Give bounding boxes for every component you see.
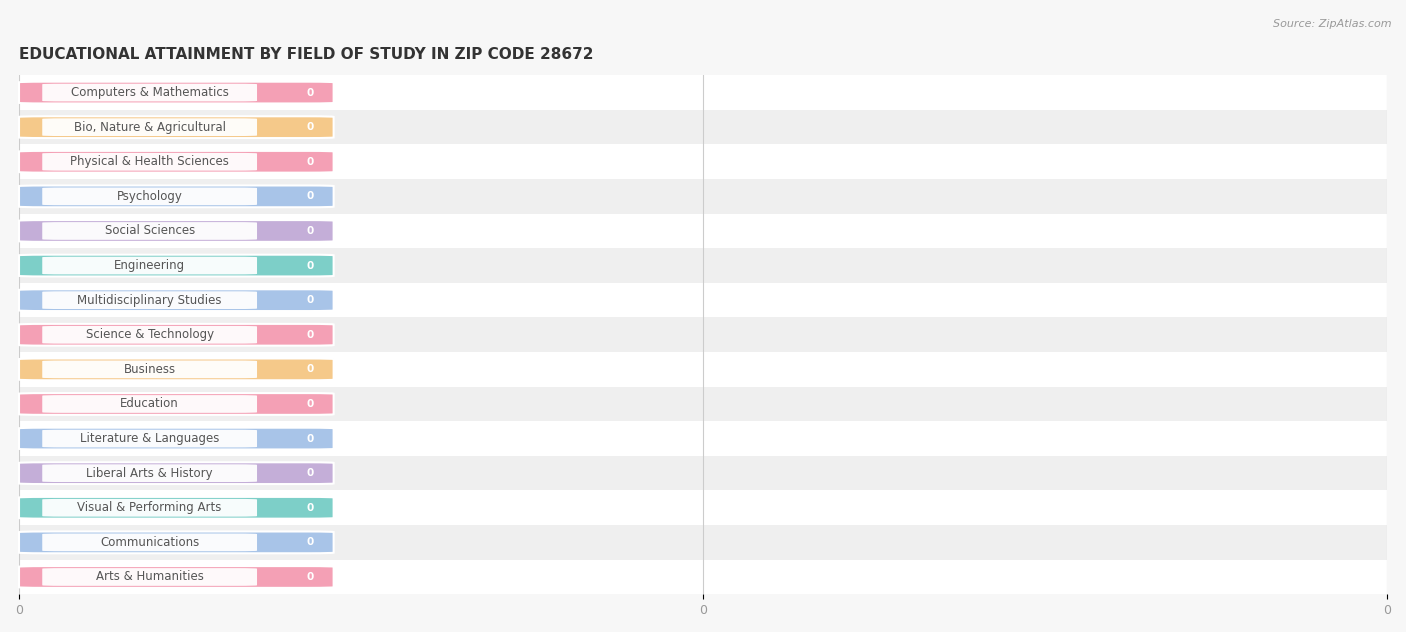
Text: Science & Technology: Science & Technology — [86, 328, 214, 341]
Text: 0: 0 — [307, 434, 314, 444]
Text: 0: 0 — [307, 191, 314, 202]
Text: Literature & Languages: Literature & Languages — [80, 432, 219, 445]
Text: 0: 0 — [307, 365, 314, 374]
FancyBboxPatch shape — [20, 393, 333, 415]
Text: 0: 0 — [307, 468, 314, 478]
Text: 0: 0 — [307, 122, 314, 132]
Text: Liberal Arts & History: Liberal Arts & History — [86, 466, 212, 480]
FancyBboxPatch shape — [20, 358, 333, 380]
FancyBboxPatch shape — [20, 151, 333, 173]
Bar — [20, 75, 1386, 110]
FancyBboxPatch shape — [42, 118, 257, 136]
FancyBboxPatch shape — [42, 395, 257, 413]
Text: 0: 0 — [307, 572, 314, 582]
Bar — [20, 422, 1386, 456]
Text: 0: 0 — [307, 88, 314, 97]
Text: Arts & Humanities: Arts & Humanities — [96, 571, 204, 583]
Text: Social Sciences: Social Sciences — [104, 224, 195, 238]
FancyBboxPatch shape — [20, 497, 333, 519]
Text: Business: Business — [124, 363, 176, 376]
FancyBboxPatch shape — [20, 566, 333, 588]
FancyBboxPatch shape — [42, 533, 257, 551]
Text: EDUCATIONAL ATTAINMENT BY FIELD OF STUDY IN ZIP CODE 28672: EDUCATIONAL ATTAINMENT BY FIELD OF STUDY… — [20, 47, 593, 61]
Bar — [20, 560, 1386, 594]
Text: Psychology: Psychology — [117, 190, 183, 203]
FancyBboxPatch shape — [42, 222, 257, 240]
Text: Physical & Health Sciences: Physical & Health Sciences — [70, 155, 229, 168]
Text: 0: 0 — [307, 226, 314, 236]
FancyBboxPatch shape — [42, 326, 257, 344]
FancyBboxPatch shape — [42, 188, 257, 205]
Bar — [20, 490, 1386, 525]
FancyBboxPatch shape — [20, 116, 333, 138]
FancyBboxPatch shape — [20, 289, 333, 311]
Text: Source: ZipAtlas.com: Source: ZipAtlas.com — [1274, 19, 1392, 29]
Bar — [20, 110, 1386, 145]
Text: 0: 0 — [307, 330, 314, 340]
Text: Computers & Mathematics: Computers & Mathematics — [70, 86, 229, 99]
Text: Engineering: Engineering — [114, 259, 186, 272]
Text: Visual & Performing Arts: Visual & Performing Arts — [77, 501, 222, 514]
Text: 0: 0 — [307, 503, 314, 513]
Bar — [20, 387, 1386, 422]
Text: 0: 0 — [307, 537, 314, 547]
Bar — [20, 525, 1386, 560]
FancyBboxPatch shape — [20, 185, 333, 207]
FancyBboxPatch shape — [42, 83, 257, 101]
FancyBboxPatch shape — [20, 428, 333, 449]
Text: Multidisciplinary Studies: Multidisciplinary Studies — [77, 294, 222, 307]
FancyBboxPatch shape — [20, 255, 333, 276]
FancyBboxPatch shape — [42, 499, 257, 516]
FancyBboxPatch shape — [42, 465, 257, 482]
FancyBboxPatch shape — [42, 291, 257, 309]
FancyBboxPatch shape — [42, 153, 257, 171]
Bar — [20, 179, 1386, 214]
Bar — [20, 456, 1386, 490]
FancyBboxPatch shape — [20, 220, 333, 242]
Text: Communications: Communications — [100, 536, 200, 549]
FancyBboxPatch shape — [20, 462, 333, 484]
FancyBboxPatch shape — [20, 82, 333, 104]
Bar — [20, 214, 1386, 248]
Bar — [20, 352, 1386, 387]
Text: 0: 0 — [307, 260, 314, 270]
FancyBboxPatch shape — [42, 568, 257, 586]
Text: 0: 0 — [307, 157, 314, 167]
FancyBboxPatch shape — [20, 324, 333, 346]
FancyBboxPatch shape — [42, 360, 257, 378]
Bar — [20, 248, 1386, 283]
FancyBboxPatch shape — [20, 532, 333, 553]
Text: 0: 0 — [307, 399, 314, 409]
FancyBboxPatch shape — [42, 430, 257, 447]
Text: 0: 0 — [307, 295, 314, 305]
Text: Education: Education — [121, 398, 179, 410]
FancyBboxPatch shape — [42, 257, 257, 274]
Text: Bio, Nature & Agricultural: Bio, Nature & Agricultural — [73, 121, 225, 133]
Bar — [20, 317, 1386, 352]
Bar — [20, 283, 1386, 317]
Bar — [20, 145, 1386, 179]
